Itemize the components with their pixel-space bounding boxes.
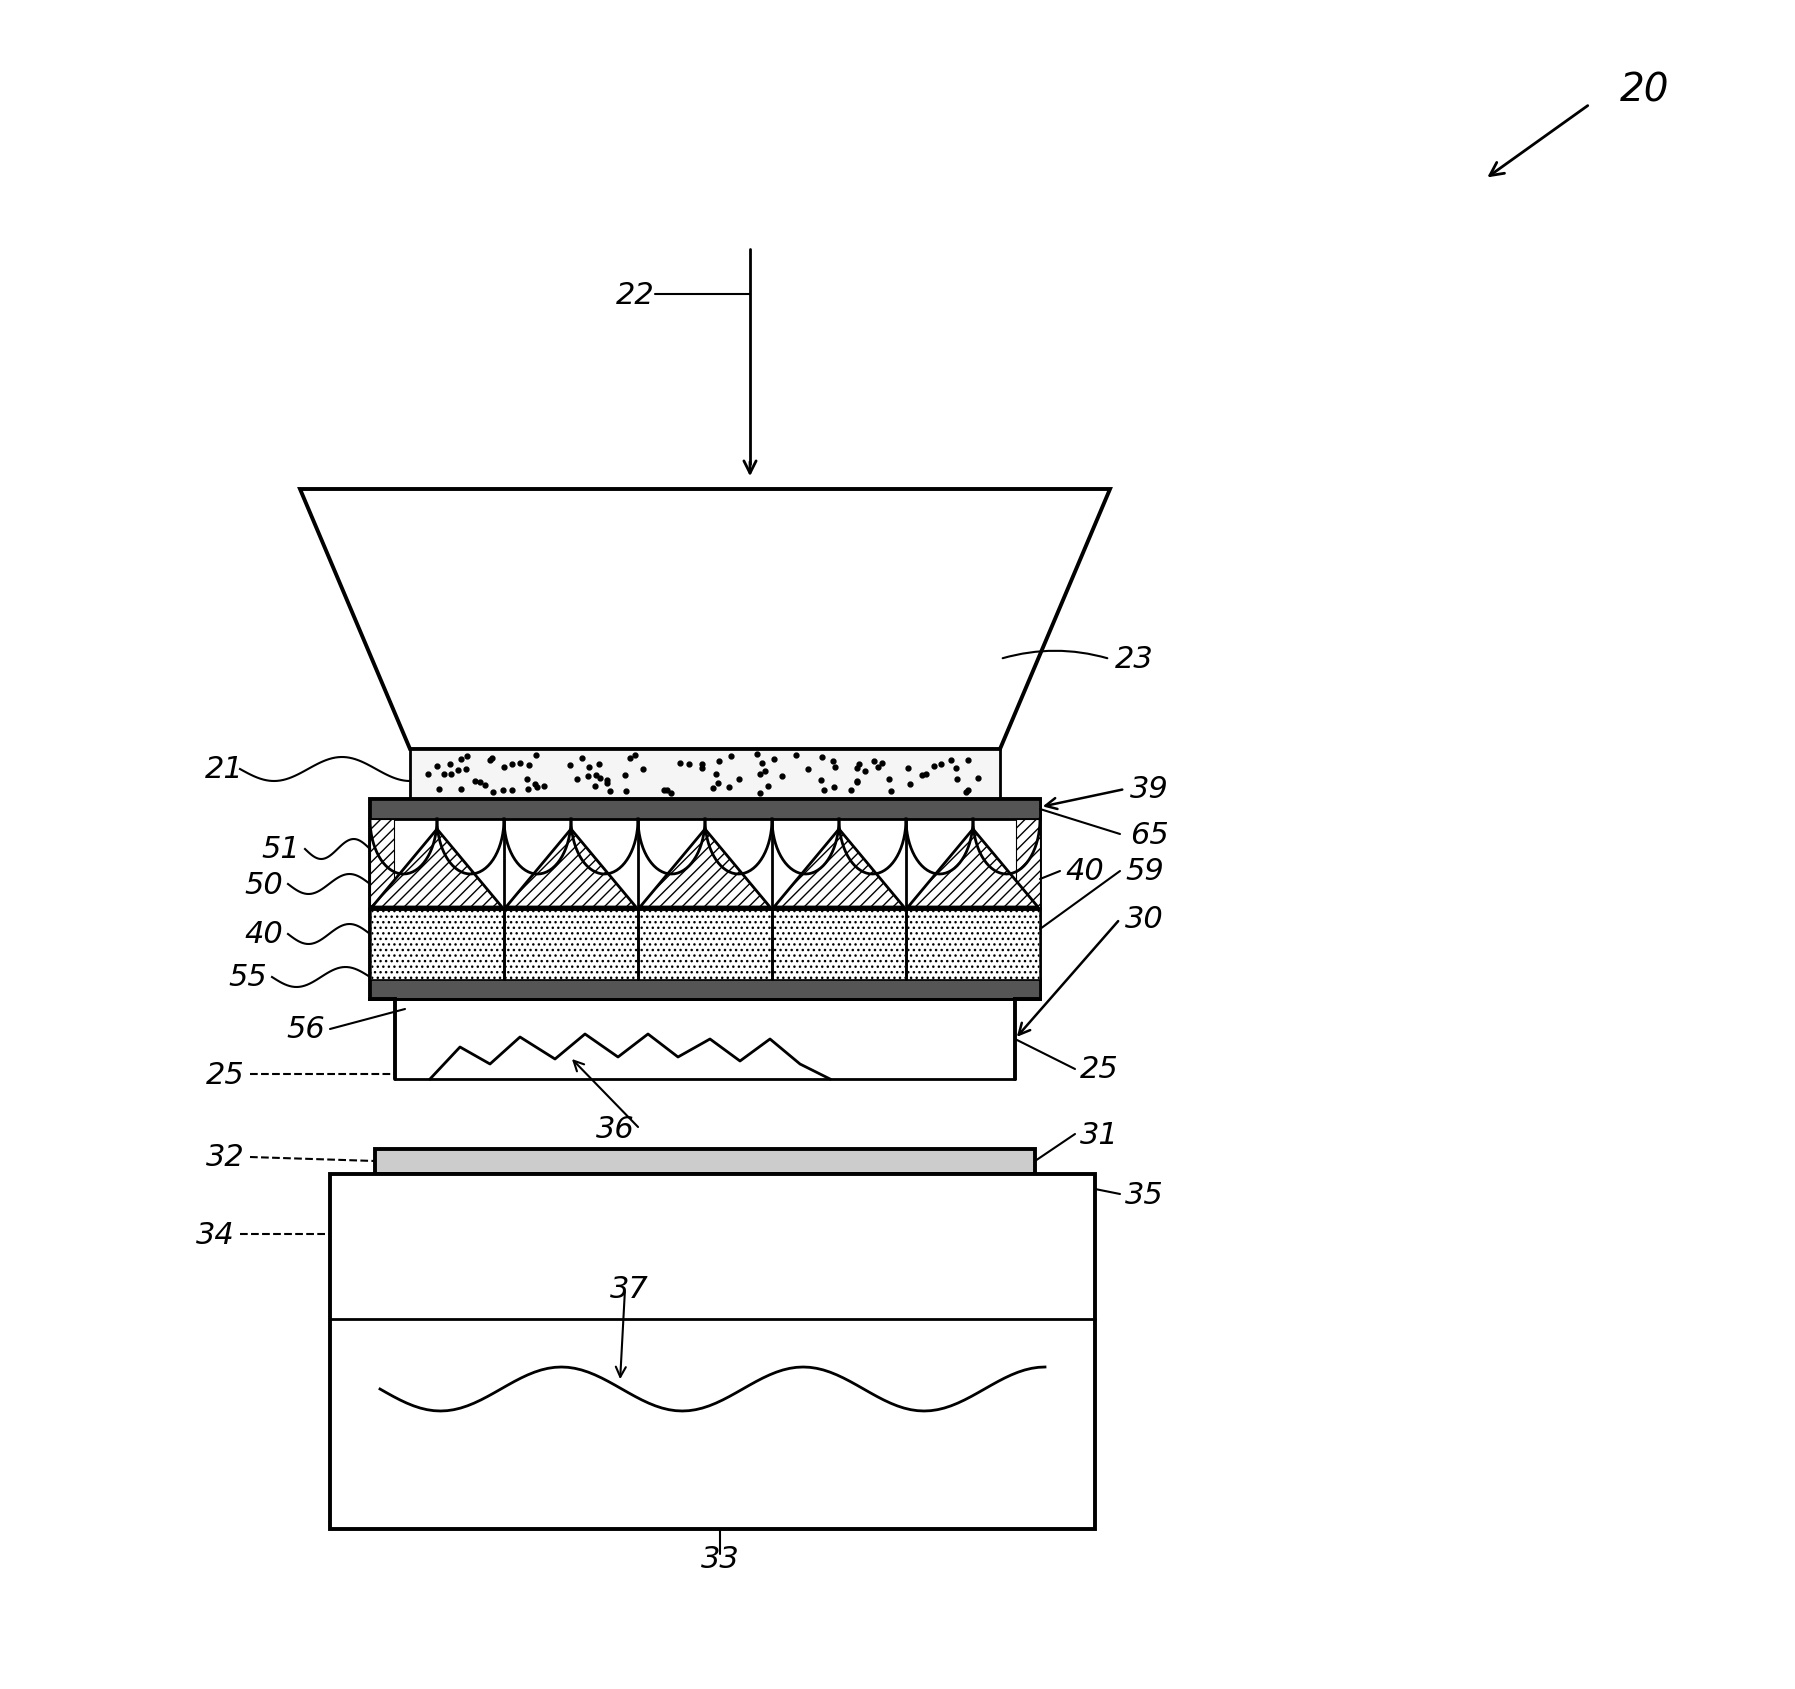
Text: 33: 33 <box>700 1544 740 1574</box>
Bar <box>375 1149 1036 1174</box>
Text: 40: 40 <box>1064 856 1104 887</box>
Text: 59: 59 <box>1125 856 1163 887</box>
Bar <box>370 799 1039 819</box>
Text: 56: 56 <box>285 1015 325 1044</box>
Text: 30: 30 <box>1125 905 1163 934</box>
Polygon shape <box>370 819 395 980</box>
Polygon shape <box>504 909 637 980</box>
Text: 37: 37 <box>610 1275 648 1304</box>
Text: 35: 35 <box>1125 1181 1163 1209</box>
Text: 55: 55 <box>228 963 267 991</box>
Bar <box>330 1174 1095 1529</box>
Text: 23: 23 <box>1115 645 1154 674</box>
Text: 50: 50 <box>244 870 284 899</box>
Polygon shape <box>774 829 905 907</box>
Polygon shape <box>506 829 635 907</box>
Polygon shape <box>300 490 1109 750</box>
Text: 21: 21 <box>205 755 244 784</box>
Polygon shape <box>906 909 1039 980</box>
Text: 25: 25 <box>1081 1056 1118 1084</box>
Polygon shape <box>908 829 1038 907</box>
Text: 32: 32 <box>206 1143 244 1172</box>
Polygon shape <box>372 909 503 980</box>
Polygon shape <box>1016 819 1039 980</box>
Text: 36: 36 <box>596 1115 635 1143</box>
Bar <box>370 799 1039 1000</box>
Text: 65: 65 <box>1131 821 1169 850</box>
Text: 40: 40 <box>244 921 284 949</box>
Text: 20: 20 <box>1621 71 1669 108</box>
Text: 25: 25 <box>206 1061 244 1089</box>
Text: 39: 39 <box>1131 775 1169 804</box>
Text: 34: 34 <box>196 1219 235 1248</box>
Text: 22: 22 <box>616 280 655 309</box>
Polygon shape <box>372 829 503 907</box>
Bar <box>409 750 1000 799</box>
Polygon shape <box>639 909 772 980</box>
Polygon shape <box>774 909 905 980</box>
Text: 31: 31 <box>1081 1120 1118 1149</box>
Text: 51: 51 <box>262 834 300 865</box>
Bar <box>370 980 1039 1000</box>
Polygon shape <box>641 829 770 907</box>
